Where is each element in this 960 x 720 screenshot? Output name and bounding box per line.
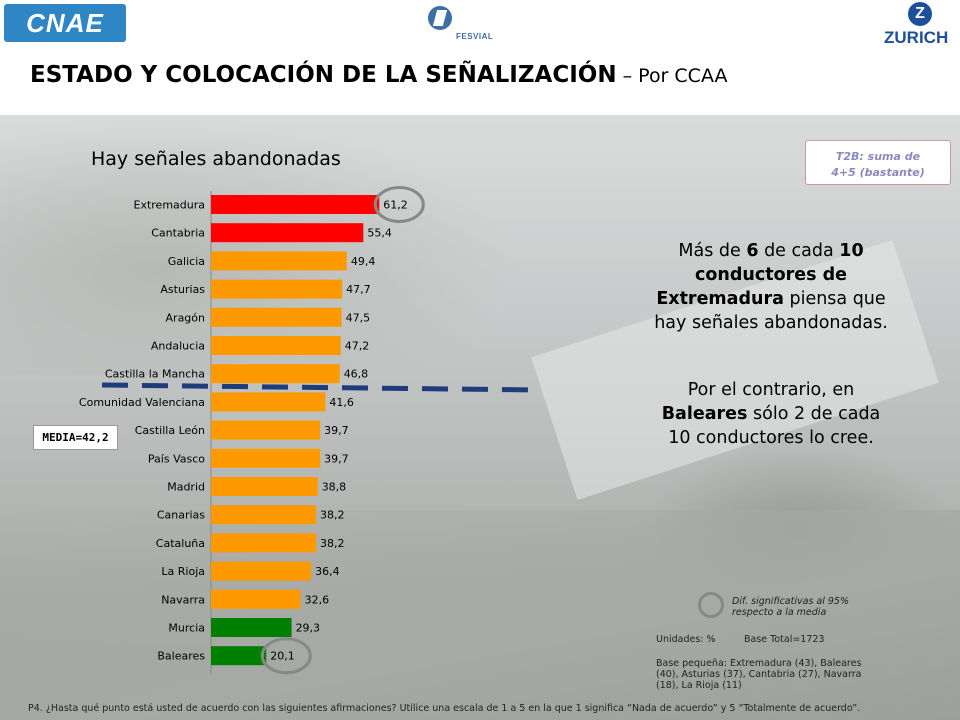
road-shape xyxy=(0,510,960,720)
category-label-14: Navarra xyxy=(161,593,205,606)
category-label-9: País Vasco xyxy=(148,452,205,465)
category-label-7: Comunidad Valenciana xyxy=(79,396,205,409)
value-label-0: 61,2 xyxy=(383,199,408,212)
category-label-1: Cantabria xyxy=(151,227,205,240)
category-label-13: La Rioja xyxy=(161,565,205,578)
legend-line1: Dif. significativas al 95% xyxy=(732,596,850,607)
callout-baleares: Por el contrario, en Baleares sólo 2 de … xyxy=(650,378,892,450)
bar-6 xyxy=(211,364,340,384)
callout1-bold2: 10 xyxy=(839,241,864,261)
value-label-3: 47,7 xyxy=(346,283,371,296)
t2b-note: T2B: suma de 4+5 (bastante) xyxy=(805,140,951,185)
significance-legend: Dif. significativas al 95% respecto a la… xyxy=(732,596,849,618)
bar-15 xyxy=(211,618,292,637)
callout2-text2: sólo 2 de cada 10 conductores lo cree. xyxy=(668,404,881,448)
value-label-14: 32,6 xyxy=(305,593,330,606)
bar-8 xyxy=(211,420,321,440)
significance-circle-0 xyxy=(373,186,425,223)
value-label-12: 38,2 xyxy=(320,537,345,550)
category-label-16: Baleares xyxy=(157,650,205,663)
value-label-13: 36,4 xyxy=(315,565,340,578)
zurich-mark-icon: Z xyxy=(908,2,932,26)
bar-3 xyxy=(211,279,343,299)
callout2-text1: Por el contrario, en xyxy=(687,380,855,400)
value-label-16: 20,1 xyxy=(270,650,295,663)
category-label-12: Cataluña xyxy=(156,537,205,550)
bar-14 xyxy=(211,589,301,609)
category-label-0: Extremadura xyxy=(134,199,206,212)
category-label-8: Castilla León xyxy=(135,424,205,437)
callout-extremadura: Más de 6 de cada 10 conductores de Extre… xyxy=(650,239,892,335)
callout1-bold1: 6 xyxy=(746,241,759,261)
category-label-4: Aragón xyxy=(166,311,206,324)
category-label-3: Asturias xyxy=(160,283,205,296)
page-title-main: ESTADO Y COLOCACIÓN DE LA SEÑALIZACIÓN xyxy=(30,62,617,88)
value-label-11: 38,2 xyxy=(320,509,345,522)
fesvial-logo-text: FESVIAL xyxy=(456,32,494,41)
value-label-2: 49,4 xyxy=(351,255,376,268)
category-label-2: Galicia xyxy=(168,255,205,268)
bar-12 xyxy=(211,533,317,553)
category-label-15: Murcia xyxy=(168,622,205,635)
bar-0 xyxy=(211,195,380,214)
category-label-11: Canarias xyxy=(157,509,205,522)
page-title-suffix: – Por CCAA xyxy=(616,65,728,87)
media-reference-line xyxy=(101,382,541,393)
significance-circle-icon xyxy=(698,592,724,618)
value-label-9: 39,7 xyxy=(324,452,349,465)
base-total-note: Base Total=1723 xyxy=(744,634,825,645)
callout1-text2: de cada xyxy=(758,241,840,261)
value-label-15: 29,3 xyxy=(296,622,321,635)
value-label-1: 55,4 xyxy=(367,227,392,240)
category-label-6: Castilla la Mancha xyxy=(105,368,205,381)
bar-7 xyxy=(211,392,326,412)
callout1-text4: piensa que hay señales abandonadas. xyxy=(654,289,888,333)
bar-1 xyxy=(211,223,364,243)
bar-16 xyxy=(211,646,267,666)
chart-title: Hay señales abandonadas xyxy=(91,148,341,170)
cnae-logo: CNAE xyxy=(4,4,126,42)
bar-2 xyxy=(211,251,347,271)
value-label-7: 41,6 xyxy=(329,396,354,409)
callout1-bold3: conductores de Extremadura xyxy=(656,265,847,309)
bar-4 xyxy=(211,307,342,327)
header xyxy=(0,0,960,115)
cnae-logo-text: CNAE xyxy=(26,8,104,38)
legend-line2: respecto a la media xyxy=(732,607,827,618)
fesvial-mark-icon xyxy=(428,6,452,30)
zurich-logo: Z ZURICH xyxy=(878,2,958,50)
significance-circle-1 xyxy=(260,637,312,675)
category-label-5: Andalucia xyxy=(151,340,205,353)
bar-10 xyxy=(211,477,318,496)
base-small-note: Base pequeña: Extremadura (43), Baleares… xyxy=(656,658,862,691)
zurich-logo-text: ZURICH xyxy=(884,28,949,47)
background-photo xyxy=(0,115,960,720)
fesvial-logo: FESVIAL xyxy=(420,6,510,44)
page-title: ESTADO Y COLOCACIÓN DE LA SEÑALIZACIÓN –… xyxy=(30,62,727,88)
bar-13 xyxy=(211,561,312,581)
value-label-6: 46,8 xyxy=(344,368,369,381)
t2b-note-line2: 4+5 (bastante) xyxy=(831,166,925,179)
units-note: Unidades: % xyxy=(656,634,716,645)
t2b-note-line1: T2B: suma de xyxy=(835,150,921,163)
media-label: MEDIA=42,2 xyxy=(33,425,118,450)
bar-9 xyxy=(211,448,321,468)
bar-5 xyxy=(211,336,341,355)
callout1-text1: Más de xyxy=(678,241,747,261)
hill-shape xyxy=(0,115,520,375)
value-label-4: 47,5 xyxy=(346,311,371,324)
value-label-5: 47,2 xyxy=(345,340,370,353)
question-footnote: P4. ¿Hasta qué punto está usted de acuer… xyxy=(28,703,861,714)
category-label-10: Madrid xyxy=(167,481,205,494)
value-label-8: 39,7 xyxy=(324,424,349,437)
bar-11 xyxy=(211,505,317,525)
callout2-bold1: Baleares xyxy=(661,404,748,424)
value-label-10: 38,8 xyxy=(322,481,347,494)
